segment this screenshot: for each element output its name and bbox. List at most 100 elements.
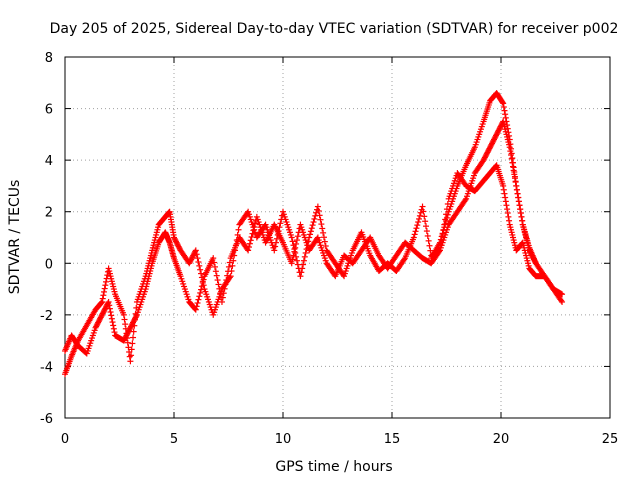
data-point <box>517 210 524 217</box>
data-point <box>235 226 242 233</box>
data-point <box>492 163 499 170</box>
x-tick-label: 20 <box>493 432 510 447</box>
data-point <box>444 211 451 218</box>
data-point <box>294 261 301 268</box>
data-point <box>288 260 295 267</box>
data-point <box>211 263 218 270</box>
data-point <box>426 242 433 249</box>
data-point <box>251 223 258 230</box>
data-point <box>226 259 233 266</box>
data-point <box>401 256 408 263</box>
data-point <box>501 107 508 114</box>
data-point <box>559 291 566 298</box>
data-point <box>419 203 426 210</box>
data-point <box>109 319 116 326</box>
data-point <box>416 215 423 222</box>
data-point <box>515 194 522 201</box>
axis-ticks: 0 5 10 15 20 25 -6 -4 -2 0 2 4 6 8 <box>40 51 618 447</box>
data-point <box>249 230 256 237</box>
plot-frame <box>64 56 611 419</box>
data-point <box>518 213 525 220</box>
data-point <box>221 285 228 292</box>
data-point <box>128 346 135 353</box>
data-point <box>309 222 316 229</box>
data-point <box>125 344 132 351</box>
data-point <box>194 255 201 262</box>
data-point <box>298 269 305 276</box>
data-point <box>193 251 200 258</box>
data-point <box>318 221 325 228</box>
data-point <box>110 322 117 329</box>
data-point <box>276 224 283 231</box>
y-tick-label: -6 <box>40 412 53 427</box>
x-tick-label: 15 <box>384 432 401 447</box>
data-point <box>532 260 539 267</box>
data-point <box>213 272 220 279</box>
data-point <box>441 224 448 231</box>
data-point <box>504 122 511 129</box>
data-point <box>505 129 512 136</box>
data-point <box>272 243 279 250</box>
data-point <box>99 298 106 305</box>
data-point <box>126 353 133 360</box>
data-point <box>102 278 109 285</box>
data-point <box>122 321 129 328</box>
data-point <box>509 159 516 166</box>
data-point <box>504 125 511 132</box>
data-point <box>558 297 565 304</box>
data-point <box>273 239 280 246</box>
data-point <box>248 233 255 240</box>
data-point <box>420 208 427 215</box>
x-tick-label: 0 <box>61 432 69 447</box>
y-axis-label: SDTVAR / TECUs <box>7 180 23 295</box>
data-point <box>291 248 298 255</box>
data-point <box>321 238 328 245</box>
data-point <box>504 206 511 213</box>
data-point <box>436 239 443 246</box>
data-point <box>515 198 522 205</box>
data-point <box>102 282 109 289</box>
data-point <box>508 155 515 162</box>
data-point <box>124 339 131 346</box>
data-point <box>110 325 117 332</box>
data-point <box>196 293 203 300</box>
data-point <box>499 119 506 126</box>
data-point <box>505 213 512 220</box>
data-point <box>322 243 329 250</box>
data-point <box>500 104 507 111</box>
data-point <box>198 270 205 277</box>
data-point <box>559 298 566 305</box>
data-point <box>503 118 510 125</box>
data-point <box>423 228 430 235</box>
data-point <box>311 215 318 222</box>
data-point <box>210 255 217 262</box>
data-point <box>98 299 105 306</box>
data-point <box>501 190 508 197</box>
data-point <box>504 210 511 217</box>
data-point <box>108 315 115 322</box>
data-point <box>516 202 523 209</box>
data-point <box>216 285 223 292</box>
data-point <box>224 272 231 279</box>
data-point <box>425 237 432 244</box>
data-point <box>511 173 518 180</box>
data-point <box>196 262 203 269</box>
data-point <box>197 289 204 296</box>
data-point <box>246 240 253 247</box>
data-point <box>300 261 307 268</box>
data-point <box>315 207 322 214</box>
data-point <box>511 169 518 176</box>
y-tick-label: 0 <box>45 257 53 272</box>
data-point <box>500 100 507 107</box>
data-point <box>500 186 507 193</box>
data-point <box>319 225 326 232</box>
data-point <box>462 197 469 204</box>
data-point <box>413 225 420 232</box>
data-point <box>101 288 108 295</box>
data-point <box>437 236 444 243</box>
y-tick-label: 8 <box>45 51 53 66</box>
data-point <box>107 309 114 316</box>
data-point <box>289 256 296 263</box>
data-point <box>427 247 434 254</box>
